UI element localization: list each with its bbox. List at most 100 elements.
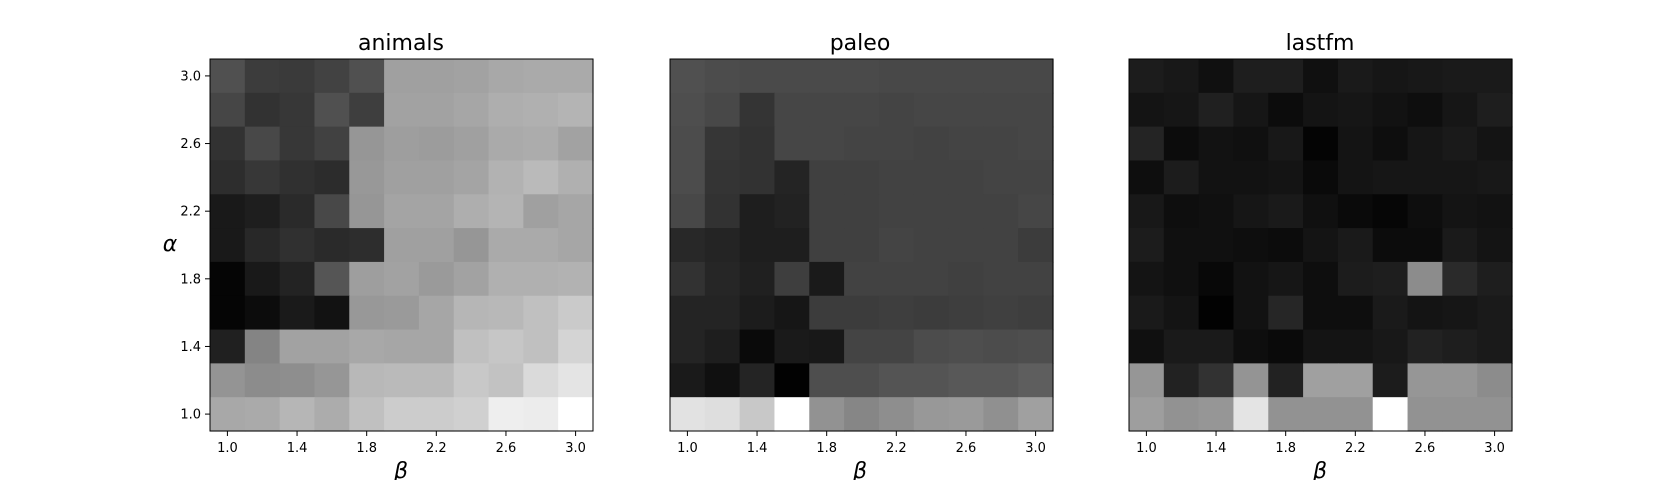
heatmap-cell xyxy=(1198,397,1235,432)
x-axis-label: β xyxy=(852,459,867,480)
heatmap-cell xyxy=(453,397,490,432)
heatmap-cell xyxy=(739,363,776,398)
heatmap-cell xyxy=(1163,59,1200,94)
heatmap-cell xyxy=(558,228,594,263)
heatmap-cell xyxy=(1268,363,1304,398)
heatmap-cell xyxy=(1303,160,1339,195)
heatmap-cell xyxy=(1372,295,1409,331)
heatmap-cell xyxy=(739,261,776,297)
heatmap-cell xyxy=(704,261,741,297)
heatmap-cell xyxy=(809,92,845,128)
heatmap-cell xyxy=(704,329,741,364)
heatmap-cell xyxy=(418,228,455,263)
heatmap-cell xyxy=(1268,194,1304,229)
heatmap-cell xyxy=(1018,160,1054,195)
heatmap-cell xyxy=(1233,363,1269,398)
heatmap-cell xyxy=(1198,126,1235,162)
heatmap-cell xyxy=(670,329,706,364)
heatmap-cell xyxy=(210,92,246,128)
heatmap-cell xyxy=(809,295,845,331)
axis-ticks: 1.0 1.4 1.8 2.2 2.6 3.0 xyxy=(677,431,1046,456)
heatmap-cell xyxy=(244,126,281,162)
heatmap-cell xyxy=(558,160,594,195)
heatmap-cell xyxy=(878,194,915,229)
heatmap-cell xyxy=(983,363,1019,398)
heatmap-cell xyxy=(878,160,915,195)
heatmap-cell xyxy=(1233,295,1269,331)
heatmap-cell xyxy=(1233,329,1269,364)
heatmap-cell xyxy=(1407,126,1443,162)
heatmap-cell xyxy=(488,59,524,94)
heatmap-cell xyxy=(1163,160,1200,195)
x-tick-label: 1.0 xyxy=(1136,441,1157,456)
heatmap-cell xyxy=(210,397,246,432)
heatmap-cell xyxy=(844,59,880,94)
heatmap-cell xyxy=(418,194,455,229)
heatmap-cell xyxy=(913,295,950,331)
heatmap-cell xyxy=(1337,194,1374,229)
heatmap-cell xyxy=(1407,59,1443,94)
heatmap-cell xyxy=(523,92,559,128)
heatmap-cell xyxy=(1477,59,1513,94)
heatmap-cell xyxy=(1198,59,1235,94)
heatmap-cell xyxy=(488,92,524,128)
heatmap-cell xyxy=(349,295,385,331)
heatmap-cell xyxy=(844,92,880,128)
heatmap-cell xyxy=(453,295,490,331)
heatmap-cell xyxy=(1233,160,1269,195)
heatmap-cell xyxy=(488,329,524,364)
heatmap-cell xyxy=(670,160,706,195)
heatmap-cell xyxy=(244,59,281,94)
heatmap-cell xyxy=(279,126,316,162)
heatmap-cell xyxy=(453,363,490,398)
heatmap-cell xyxy=(1442,160,1478,195)
heatmap-cell xyxy=(1163,397,1200,432)
heatmap-cell xyxy=(1303,194,1339,229)
heatmap-cell xyxy=(279,160,316,195)
heatmap-cell xyxy=(1018,126,1054,162)
x-tick-label: 2.2 xyxy=(426,441,447,456)
heatmap-cell xyxy=(1442,261,1478,297)
heatmap-cell xyxy=(1372,194,1409,229)
x-tick-label: 1.8 xyxy=(816,441,837,456)
heatmap-cell xyxy=(739,295,776,331)
heatmap-cell xyxy=(704,92,741,128)
heatmap-cell xyxy=(1233,194,1269,229)
heatmap-cell xyxy=(878,363,915,398)
heatmap-cell xyxy=(983,59,1019,94)
heatmap-cell xyxy=(704,59,741,94)
heatmap-cell xyxy=(210,194,246,229)
heatmap-cell xyxy=(244,160,281,195)
heatmap-cell xyxy=(809,329,845,364)
heatmap-cell xyxy=(314,329,350,364)
heatmap-cell xyxy=(1129,59,1165,94)
x-tick-label: 2.2 xyxy=(886,441,907,456)
heatmap-cell xyxy=(488,295,524,331)
heatmap-cell xyxy=(488,160,524,195)
heatmap-cell xyxy=(453,194,490,229)
heatmap-cell xyxy=(739,329,776,364)
heatmap-cell xyxy=(488,397,524,432)
heatmap-cell xyxy=(279,194,316,229)
heatmap-cell xyxy=(1372,160,1409,195)
heatmap-cell xyxy=(983,194,1019,229)
heatmap-cell xyxy=(384,261,420,297)
heatmap-cell xyxy=(670,363,706,398)
heatmap-cell xyxy=(488,228,524,263)
heatmap-cell xyxy=(983,261,1019,297)
heatmap-cell xyxy=(774,126,810,162)
heatmap-cell xyxy=(1233,397,1269,432)
y-axis-label: α xyxy=(163,232,178,257)
heatmap-cell xyxy=(1337,261,1374,297)
heatmap-cell xyxy=(244,194,281,229)
x-tick-label: 1.0 xyxy=(217,441,238,456)
heatmap-cell xyxy=(670,92,706,128)
heatmap-cell xyxy=(1163,194,1200,229)
heatmap-cell xyxy=(453,59,490,94)
heatmap-cell xyxy=(1163,261,1200,297)
heatmap-cell xyxy=(244,329,281,364)
x-tick-label: 2.6 xyxy=(956,441,977,456)
heatmap-cell xyxy=(1442,228,1478,263)
heatmap-cell xyxy=(1442,363,1478,398)
